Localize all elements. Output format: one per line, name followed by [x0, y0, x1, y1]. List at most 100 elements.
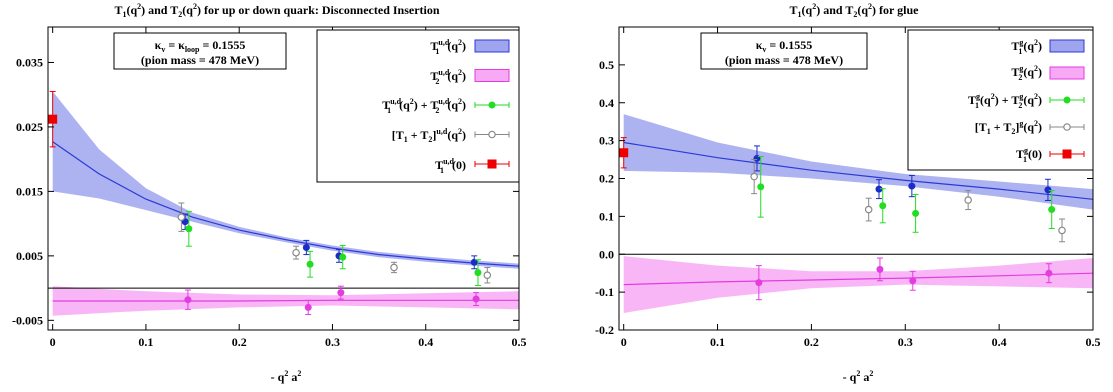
- y-tick-label: 0.025: [16, 120, 43, 134]
- y-tick-label: 0.035: [16, 55, 43, 69]
- y-tick-label: 0.3: [599, 134, 614, 148]
- data-point: [470, 258, 478, 266]
- chart-2-plot-area: [619, 114, 1093, 313]
- data-point: [292, 248, 300, 257]
- series-1: [184, 285, 480, 316]
- x-tick-label: 0.4: [992, 335, 1007, 349]
- x-tick-label: 0: [621, 335, 627, 349]
- chart-2-plot: 0 0.1 0.2 0.3 0.4 0.5 -0.2 -0.1 0.0 0.1 0.2 0.3 0.4 0…: [595, 26, 1101, 349]
- band-1: [623, 256, 1093, 313]
- band-0: [623, 114, 1093, 210]
- legend-2-label-0: Tg 1(q2): [1011, 38, 1042, 56]
- y-tick-label: 0.005: [16, 249, 43, 263]
- data-point: [964, 196, 972, 204]
- data-point: [755, 279, 763, 287]
- data-point: [185, 225, 193, 233]
- data-point: [619, 148, 629, 158]
- chart-2-xlabel: - q2 a2: [843, 369, 874, 384]
- x-tick-label: 0.2: [232, 335, 247, 349]
- x-tick-label: 0.4: [418, 335, 433, 349]
- y-tick-label: 0.5: [599, 58, 614, 72]
- plots-layer: 0 0.1 0.2 0.3 0.4 0.5 -0.005 0.005 0.015 0.025 0.0…: [12, 26, 1101, 349]
- data-point: [909, 277, 917, 285]
- legend-swatch-band: [474, 39, 510, 53]
- legend-1-label-2: Tu,d 1 (q2) + Tu,d 2 (q2): [382, 97, 466, 115]
- legend-2-label-1: Tg 2(q2): [1011, 64, 1042, 82]
- chart-1-xlabel: - q2 a2: [271, 369, 302, 384]
- legend-swatch-marker: [488, 130, 496, 139]
- data-point: [177, 213, 186, 221]
- chart-2-title: T1(q2) and T2(q2) for glue: [790, 2, 920, 19]
- y-tick-label: -0.1: [595, 285, 614, 299]
- legend-swatch-marker: [487, 159, 497, 169]
- data-point: [750, 172, 758, 181]
- x-tick-label: 0.1: [138, 335, 153, 349]
- data-point: [912, 209, 920, 217]
- chart-1-annotation: κv = κloop = 0.1555 (pion mass = 478 MeV…: [113, 32, 287, 70]
- data-point: [306, 260, 314, 268]
- legend-swatch-band: [1049, 66, 1085, 80]
- data-point: [184, 296, 192, 304]
- x-tick-label: 0: [50, 335, 56, 349]
- chart-1-title: T1(q2) and T2(q2) for up or down quark: …: [114, 2, 439, 19]
- svg-text:κv = κloop = 0.1555: κv = κloop = 0.1555: [155, 38, 246, 54]
- legend-2-label-4: Tg 1(0): [1016, 146, 1042, 164]
- series-4: [619, 137, 629, 169]
- band-0-central-line: [52, 141, 519, 267]
- data-point: [875, 185, 883, 193]
- chart-1-legend: Tu,d 1 (q2) Tu,d 2 (q2) Tu,d 1 (q2) + Tu,d 2 (q2…: [316, 29, 520, 183]
- y-tick-label: 0.2: [599, 172, 614, 186]
- series-1: [755, 257, 1053, 301]
- series-3: [177, 202, 492, 284]
- legend-1-label-1: Tu,d 2 (q2): [430, 68, 466, 86]
- data-point: [302, 243, 310, 251]
- y-tick-label: -0.2: [595, 323, 614, 337]
- data-point: [879, 202, 887, 210]
- data-point: [472, 295, 480, 303]
- data-point: [474, 269, 482, 277]
- legend-swatch-marker: [488, 101, 496, 109]
- data-point: [1058, 226, 1066, 235]
- data-point: [1048, 206, 1056, 214]
- legend-2-label-3: [T1 + T2]g(q2): [975, 119, 1042, 136]
- legend-1-label-4: Tu,d 1 (0): [435, 157, 466, 175]
- x-tick-label: 0.2: [804, 335, 819, 349]
- legend-1-label-0: Tu,d 1 (q2): [430, 38, 466, 56]
- legend-swatch-marker: [1063, 96, 1071, 104]
- chart-2-legend: Tg 1(q2) Tg 2(q2) Tg 1(q2) + Tg 2(q2) [T1 + …: [907, 29, 1094, 171]
- data-point: [390, 263, 398, 272]
- svg-text:(pion mass = 478 MeV): (pion mass = 478 MeV): [725, 53, 843, 67]
- data-point: [864, 205, 873, 214]
- series-2: [757, 156, 1056, 233]
- svg-text:(pion mass = 478 MeV): (pion mass = 478 MeV): [141, 53, 259, 67]
- y-tick-label: 0.015: [16, 184, 43, 198]
- series-4: [48, 90, 58, 148]
- chart-1-plot: 0 0.1 0.2 0.3 0.4 0.5 -0.005 0.005 0.015 0.025 0.0…: [12, 26, 527, 349]
- legend-1-label-3: [T1 + T2]u,d(q2): [392, 127, 466, 144]
- legend-swatch-marker: [1062, 149, 1072, 159]
- x-tick-label: 0.3: [325, 335, 340, 349]
- series-0: [753, 145, 1052, 201]
- data-point: [876, 265, 884, 273]
- y-tick-label: 0.0: [599, 247, 614, 261]
- legend-swatch-band: [474, 69, 510, 82]
- x-tick-label: 0.5: [512, 335, 527, 349]
- x-tick-label: 0.1: [710, 335, 725, 349]
- chart-2-annotation: κv = 0.1555 (pion mass = 478 MeV): [700, 32, 868, 70]
- data-point: [1044, 186, 1052, 194]
- legend-2-label-2: Tg 1(q2) + Tg 2(q2): [968, 92, 1042, 110]
- series-3: [750, 159, 1066, 243]
- data-point: [304, 303, 312, 311]
- legend-swatch-band: [1049, 39, 1085, 53]
- band-1-central-line: [623, 272, 1093, 286]
- data-point: [339, 253, 347, 261]
- data-point: [48, 114, 58, 124]
- y-tick-label: 0.1: [599, 209, 614, 223]
- band-1-central-line: [52, 299, 519, 302]
- band-0-central-line: [623, 141, 1093, 200]
- svg-text:κv = 0.1555: κv = 0.1555: [756, 38, 813, 54]
- x-tick-label: 0.3: [898, 335, 913, 349]
- y-tick-label: -0.005: [12, 313, 43, 327]
- data-point: [483, 271, 492, 280]
